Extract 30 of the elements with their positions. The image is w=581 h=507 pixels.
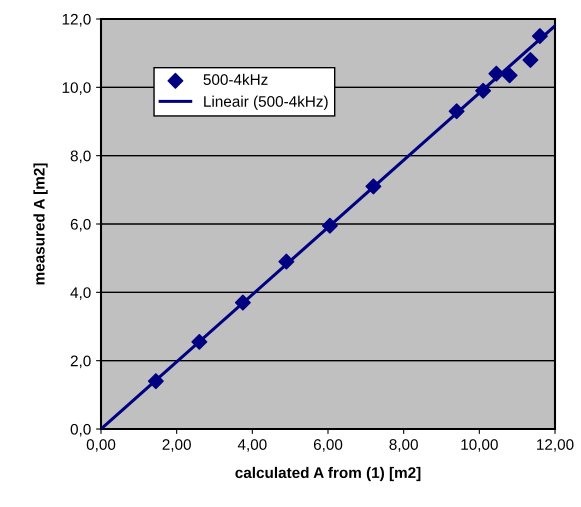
- point: [522, 52, 538, 68]
- point: [234, 294, 251, 311]
- point: [502, 67, 518, 84]
- y-tick-label: 2,0: [70, 356, 91, 368]
- point: [448, 103, 465, 120]
- point: [488, 66, 504, 82]
- x-tick-label: 6,00: [314, 439, 342, 452]
- x-tick-label: 10,00: [461, 439, 498, 452]
- point: [148, 373, 164, 390]
- x-tick-label: 0,00: [86, 439, 116, 452]
- y-tick-label: 0,0: [70, 424, 91, 436]
- x-axis-title: calculated A from (1) [m2]: [235, 466, 420, 482]
- point: [191, 334, 208, 350]
- x-tick-label: 8,00: [389, 439, 418, 452]
- x-tick-label: 2,00: [162, 439, 191, 452]
- y-tick-label: 10,0: [62, 82, 91, 95]
- x-tick-label: 12,00: [537, 439, 574, 452]
- point: [475, 82, 492, 99]
- y-axis-title: measured A [m2]: [33, 163, 48, 284]
- y-tick-label: 6,0: [70, 218, 91, 232]
- x-tick-label: 4,00: [238, 439, 267, 452]
- y-tick-label: 8,0: [70, 150, 91, 164]
- y-tick-label: 12,0: [62, 14, 91, 26]
- legend-label: 500-4kHz: [204, 74, 268, 85]
- point: [365, 178, 382, 194]
- legend-label: Lineair (500-4kHz): [204, 96, 328, 110]
- point: [532, 28, 548, 44]
- point: [278, 254, 294, 270]
- point: [322, 218, 338, 234]
- y-tick-label: 4,0: [70, 287, 91, 300]
